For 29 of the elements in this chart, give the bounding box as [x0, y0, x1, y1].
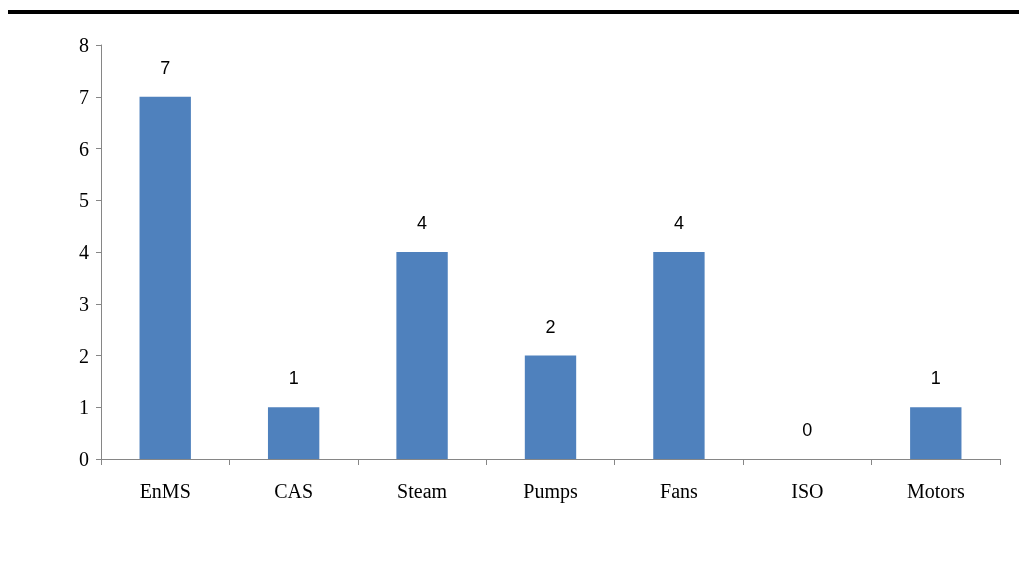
- bar: [267, 407, 320, 459]
- y-tick-label: 2: [79, 344, 89, 367]
- x-tick-label: Steam: [397, 480, 448, 502]
- y-tick-label: 6: [79, 137, 89, 160]
- y-tick-label: 5: [79, 189, 89, 212]
- y-tick-label: 7: [79, 85, 89, 108]
- x-tick-label: CAS: [274, 480, 314, 502]
- data-label: 0: [802, 420, 813, 440]
- bar: [139, 96, 191, 459]
- y-tick-label: 1: [79, 396, 89, 419]
- bar: [524, 355, 577, 459]
- y-tick-label: 4: [79, 241, 89, 263]
- x-tick-label: ISO: [791, 480, 824, 502]
- bar: [910, 407, 962, 459]
- x-tick-label: Pumps: [523, 480, 578, 503]
- bar: [653, 252, 705, 459]
- data-label: 2: [545, 316, 556, 337]
- data-label: 4: [417, 213, 428, 233]
- x-tick-label: Fans: [660, 480, 699, 502]
- data-label: 7: [160, 57, 171, 78]
- y-tick-label: 0: [79, 448, 89, 470]
- data-label: 1: [288, 368, 299, 389]
- data-label: 4: [673, 213, 684, 233]
- data-label: 1: [930, 368, 941, 389]
- x-tick-label: Motors: [906, 480, 965, 502]
- x-tick-label: EnMS: [139, 480, 191, 502]
- y-tick-label: 8: [79, 34, 89, 56]
- y-tick-label: 3: [79, 292, 89, 315]
- bar: [396, 252, 448, 459]
